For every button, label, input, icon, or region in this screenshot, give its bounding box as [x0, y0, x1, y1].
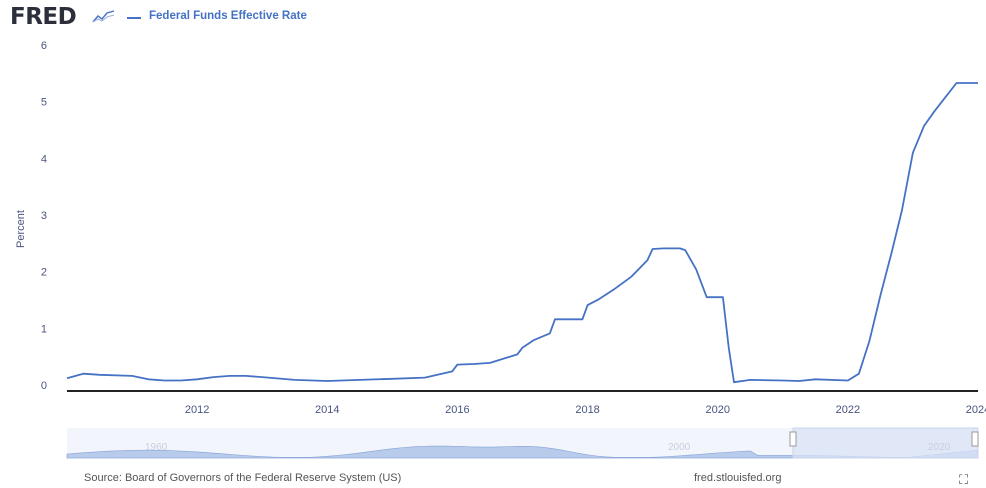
- navigator-selection[interactable]: [792, 427, 979, 459]
- y-tick-label: 5: [41, 97, 47, 109]
- y-tick-label: 3: [41, 210, 47, 222]
- y-axis-ticks: 0 1 2 3 4 5 6: [41, 40, 47, 392]
- x-tick-label: 2012: [185, 404, 209, 416]
- navigator-label-2000: 2000: [668, 442, 691, 453]
- navigator-left-handle[interactable]: [789, 431, 797, 447]
- legend-swatch: [127, 17, 141, 19]
- x-tick-label: 2014: [315, 404, 339, 416]
- x-tick-label: 2020: [705, 404, 729, 416]
- y-axis-label: Percent: [15, 210, 27, 248]
- x-tick-label: 2022: [836, 404, 860, 416]
- navigator-label-1960: 1960: [145, 442, 168, 453]
- y-tick-label: 1: [41, 323, 47, 335]
- y-tick-label: 6: [41, 40, 47, 52]
- fullscreen-icon[interactable]: ⛶: [959, 472, 969, 487]
- source-note: Source: Board of Governors of the Federa…: [84, 472, 402, 484]
- navigator[interactable]: 1960 2000 2020: [66, 427, 979, 459]
- fred-chart-icon: [92, 10, 115, 23]
- x-tick-label: 2018: [575, 404, 599, 416]
- fred-url-link[interactable]: fred.stlouisfed.org: [694, 472, 782, 484]
- navigator-label-2020: 2020: [928, 442, 951, 453]
- x-axis-ticks: 2012 2014 2016 2018 2020 2022 2024: [185, 404, 986, 416]
- fred-logo[interactable]: FRED: [10, 4, 77, 30]
- legend-label[interactable]: Federal Funds Effective Rate: [149, 10, 307, 22]
- y-tick-label: 4: [41, 153, 47, 165]
- x-tick-label: 2024: [966, 404, 986, 416]
- x-tick-label: 2016: [445, 404, 469, 416]
- y-tick-label: 0: [41, 380, 47, 392]
- navigator-right-handle[interactable]: [971, 431, 979, 447]
- y-tick-label: 2: [41, 267, 47, 279]
- series-line-federal-funds-rate: [66, 82, 978, 384]
